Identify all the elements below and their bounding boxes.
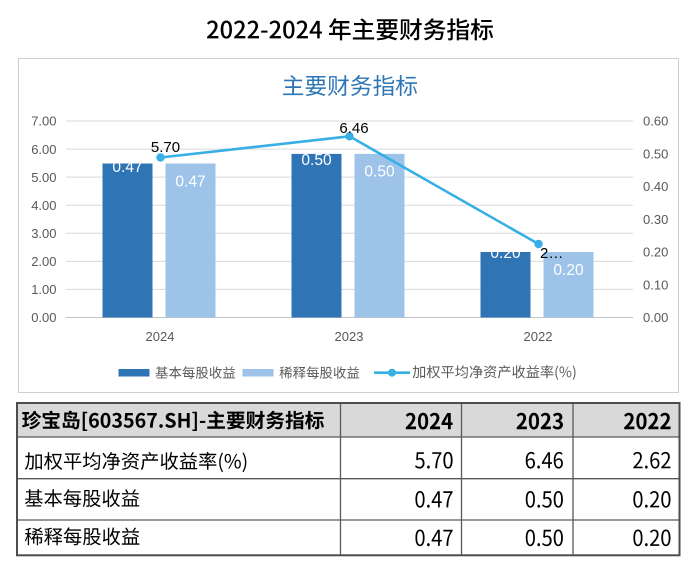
- svg-text:2024: 2024: [146, 329, 175, 344]
- svg-text:0.50: 0.50: [301, 152, 332, 169]
- svg-text:5.70: 5.70: [151, 139, 180, 156]
- svg-text:0.00: 0.00: [643, 310, 668, 325]
- svg-text:0.50: 0.50: [364, 164, 395, 181]
- svg-text:0.20: 0.20: [553, 262, 584, 279]
- svg-text:6.46: 6.46: [339, 120, 368, 137]
- svg-text:2…: 2…: [540, 245, 563, 262]
- svg-text:0.60: 0.60: [643, 114, 668, 129]
- svg-text:0.20: 0.20: [643, 245, 668, 260]
- svg-text:0.50: 0.50: [643, 146, 668, 161]
- svg-text:4.00: 4.00: [31, 198, 56, 213]
- svg-text:7.00: 7.00: [31, 114, 56, 129]
- svg-text:0.47: 0.47: [112, 159, 142, 176]
- svg-text:3.00: 3.00: [31, 226, 56, 241]
- svg-text:0.30: 0.30: [643, 212, 668, 227]
- svg-text:0.00: 0.00: [31, 310, 56, 325]
- svg-text:1.00: 1.00: [31, 282, 56, 297]
- svg-text:0.47: 0.47: [175, 174, 205, 191]
- svg-text:2022: 2022: [524, 329, 553, 344]
- svg-text:0.10: 0.10: [643, 277, 668, 292]
- svg-text:0.20: 0.20: [490, 245, 521, 262]
- svg-text:2023: 2023: [335, 329, 364, 344]
- svg-text:6.00: 6.00: [31, 142, 56, 157]
- svg-text:0.40: 0.40: [643, 179, 668, 194]
- svg-text:2.00: 2.00: [31, 254, 56, 269]
- svg-text:5.00: 5.00: [31, 170, 56, 185]
